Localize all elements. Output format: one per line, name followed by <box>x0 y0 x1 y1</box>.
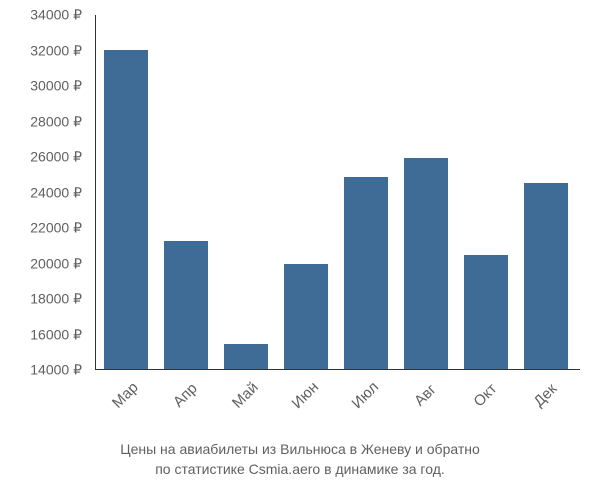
y-axis: 14000 ₽16000 ₽18000 ₽20000 ₽22000 ₽24000… <box>5 15 90 370</box>
x-axis: МарАпрМайИюнИюлАвгОктДек <box>95 378 580 428</box>
plot-area <box>95 15 580 370</box>
y-tick-label: 26000 ₽ <box>30 149 82 166</box>
y-tick-label: 28000 ₽ <box>30 113 82 130</box>
x-tick-label: Июл <box>344 374 410 440</box>
caption-line-2: по статистике Csmia.aero в динамике за г… <box>155 461 445 477</box>
y-tick-label: 24000 ₽ <box>30 184 82 201</box>
bar <box>164 241 208 369</box>
y-tick-label: 22000 ₽ <box>30 220 82 237</box>
bars-group <box>96 15 580 369</box>
y-tick-label: 20000 ₽ <box>30 255 82 272</box>
bar <box>464 255 508 369</box>
y-tick-label: 16000 ₽ <box>30 326 82 343</box>
chart-area <box>95 15 580 370</box>
x-tick-label: Дек <box>524 374 590 440</box>
x-tick-label: Мар <box>104 374 170 440</box>
y-tick-label: 34000 ₽ <box>30 7 82 24</box>
x-tick-label: Апр <box>164 374 230 440</box>
x-tick-label: Авг <box>404 374 470 440</box>
x-tick-label: Окт <box>464 374 530 440</box>
bar <box>344 177 388 369</box>
x-tick-label: Июн <box>284 374 350 440</box>
y-tick-label: 14000 ₽ <box>30 362 82 379</box>
caption-line-1: Цены на авиабилеты из Вильнюса в Женеву … <box>120 441 480 457</box>
bar <box>284 264 328 369</box>
chart-caption: Цены на авиабилеты из Вильнюса в Женеву … <box>0 440 600 479</box>
bar <box>224 344 268 369</box>
bar <box>104 50 148 370</box>
bar <box>524 183 568 369</box>
x-tick-label: Май <box>224 374 290 440</box>
bar <box>404 158 448 369</box>
y-tick-label: 32000 ₽ <box>30 42 82 59</box>
y-tick-label: 30000 ₽ <box>30 78 82 95</box>
y-tick-label: 18000 ₽ <box>30 291 82 308</box>
